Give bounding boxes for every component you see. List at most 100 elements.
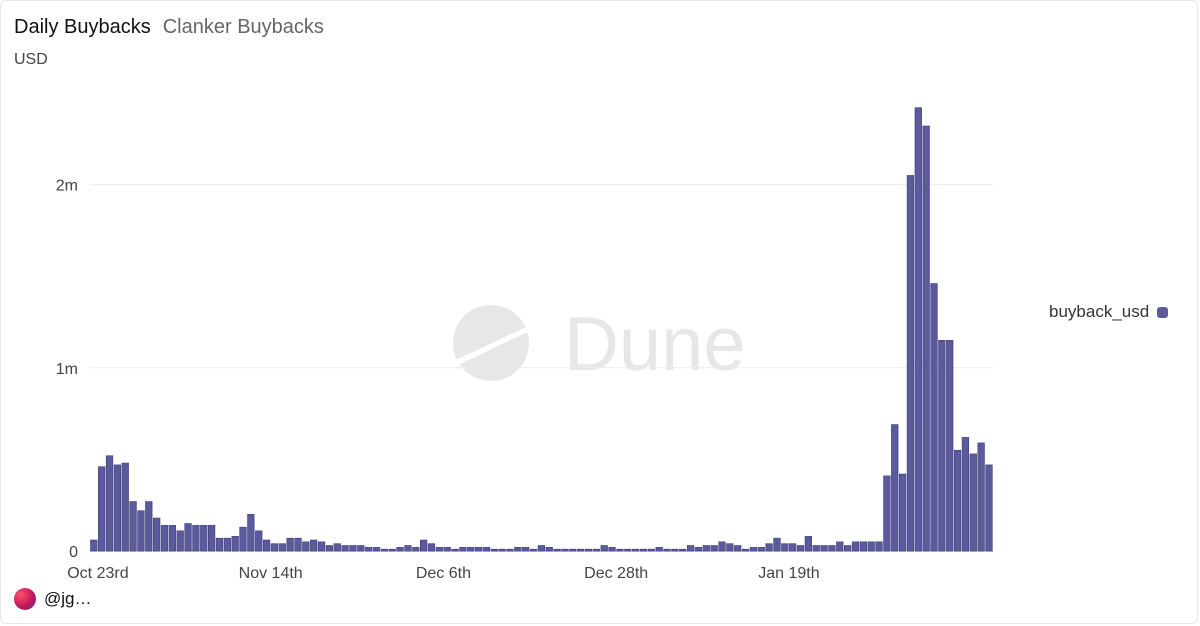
bar[interactable]	[474, 547, 483, 552]
bar[interactable]	[781, 543, 789, 552]
bar[interactable]	[584, 548, 593, 552]
bar[interactable]	[435, 547, 443, 552]
bar[interactable]	[734, 545, 742, 552]
bar[interactable]	[365, 547, 373, 552]
bar[interactable]	[765, 543, 773, 552]
bar[interactable]	[851, 541, 860, 552]
bar[interactable]	[686, 545, 695, 552]
bar[interactable]	[616, 548, 624, 552]
bar[interactable]	[294, 537, 302, 552]
bar[interactable]	[561, 548, 569, 552]
bar[interactable]	[192, 525, 200, 552]
bar[interactable]	[176, 530, 184, 552]
bar[interactable]	[679, 548, 687, 552]
bar[interactable]	[223, 537, 231, 552]
bar[interactable]	[333, 543, 341, 552]
bar[interactable]	[647, 548, 655, 552]
bar[interactable]	[914, 107, 922, 552]
bar[interactable]	[789, 543, 797, 552]
bar[interactable]	[906, 175, 915, 552]
bar[interactable]	[137, 510, 145, 552]
bar[interactable]	[898, 473, 907, 552]
bar[interactable]	[938, 340, 946, 552]
bar[interactable]	[200, 525, 208, 552]
bar[interactable]	[757, 547, 765, 552]
bar[interactable]	[184, 523, 192, 552]
bar[interactable]	[961, 437, 970, 552]
bar[interactable]	[953, 449, 962, 552]
bar[interactable]	[718, 541, 726, 552]
legend[interactable]: buyback_usd	[1049, 302, 1169, 322]
bar[interactable]	[875, 541, 883, 552]
bar[interactable]	[247, 514, 255, 552]
bar[interactable]	[215, 537, 224, 552]
bar[interactable]	[577, 548, 585, 552]
bar[interactable]	[702, 545, 710, 552]
bar[interactable]	[671, 548, 679, 552]
bar[interactable]	[349, 545, 357, 552]
bar[interactable]	[388, 548, 396, 552]
bar[interactable]	[655, 547, 663, 552]
bar[interactable]	[105, 455, 114, 552]
bar[interactable]	[412, 547, 420, 552]
bar[interactable]	[891, 424, 899, 552]
bar[interactable]	[239, 526, 247, 552]
bar[interactable]	[380, 548, 388, 552]
bar[interactable]	[867, 541, 875, 552]
bar[interactable]	[506, 548, 514, 552]
bar[interactable]	[812, 545, 820, 552]
bar[interactable]	[694, 547, 703, 552]
bar[interactable]	[121, 462, 129, 552]
bar[interactable]	[113, 464, 122, 552]
bar[interactable]	[145, 501, 153, 552]
bar[interactable]	[302, 541, 310, 552]
bar[interactable]	[514, 547, 522, 552]
bar[interactable]	[749, 547, 758, 552]
bar[interactable]	[325, 545, 334, 552]
bar[interactable]	[419, 539, 428, 552]
bar[interactable]	[726, 543, 734, 552]
bar[interactable]	[624, 548, 632, 552]
bar[interactable]	[710, 545, 718, 552]
bar[interactable]	[443, 547, 451, 552]
bar[interactable]	[498, 548, 506, 552]
bar[interactable]	[985, 464, 993, 552]
bar[interactable]	[207, 525, 216, 552]
bar[interactable]	[977, 442, 985, 552]
bar[interactable]	[537, 545, 546, 552]
bar[interactable]	[946, 340, 954, 552]
bar[interactable]	[467, 547, 475, 552]
bar[interactable]	[482, 547, 491, 552]
bar[interactable]	[490, 548, 498, 552]
bar[interactable]	[631, 548, 640, 552]
bar[interactable]	[451, 548, 459, 552]
bar[interactable]	[231, 536, 239, 552]
bar[interactable]	[553, 548, 561, 552]
bar[interactable]	[804, 536, 812, 552]
bar[interactable]	[522, 547, 530, 552]
bar[interactable]	[859, 541, 867, 552]
bar[interactable]	[883, 475, 891, 552]
bar[interactable]	[286, 537, 294, 552]
bar[interactable]	[278, 543, 286, 552]
bar[interactable]	[592, 548, 600, 552]
bar[interactable]	[820, 545, 828, 552]
bar[interactable]	[844, 545, 852, 552]
bar[interactable]	[255, 530, 263, 552]
bar[interactable]	[153, 517, 161, 552]
bar[interactable]	[427, 543, 436, 552]
author-footer[interactable]: @jg…	[14, 588, 92, 610]
bar[interactable]	[404, 545, 412, 552]
bar[interactable]	[459, 547, 467, 552]
bar[interactable]	[836, 541, 844, 552]
bar[interactable]	[357, 545, 365, 552]
bar[interactable]	[310, 539, 318, 552]
bar[interactable]	[930, 283, 938, 552]
bar[interactable]	[828, 545, 836, 552]
bar[interactable]	[663, 548, 671, 552]
bar[interactable]	[569, 548, 577, 552]
bar[interactable]	[129, 501, 137, 552]
bar[interactable]	[90, 539, 98, 552]
bar[interactable]	[317, 541, 326, 552]
bar[interactable]	[545, 547, 553, 552]
